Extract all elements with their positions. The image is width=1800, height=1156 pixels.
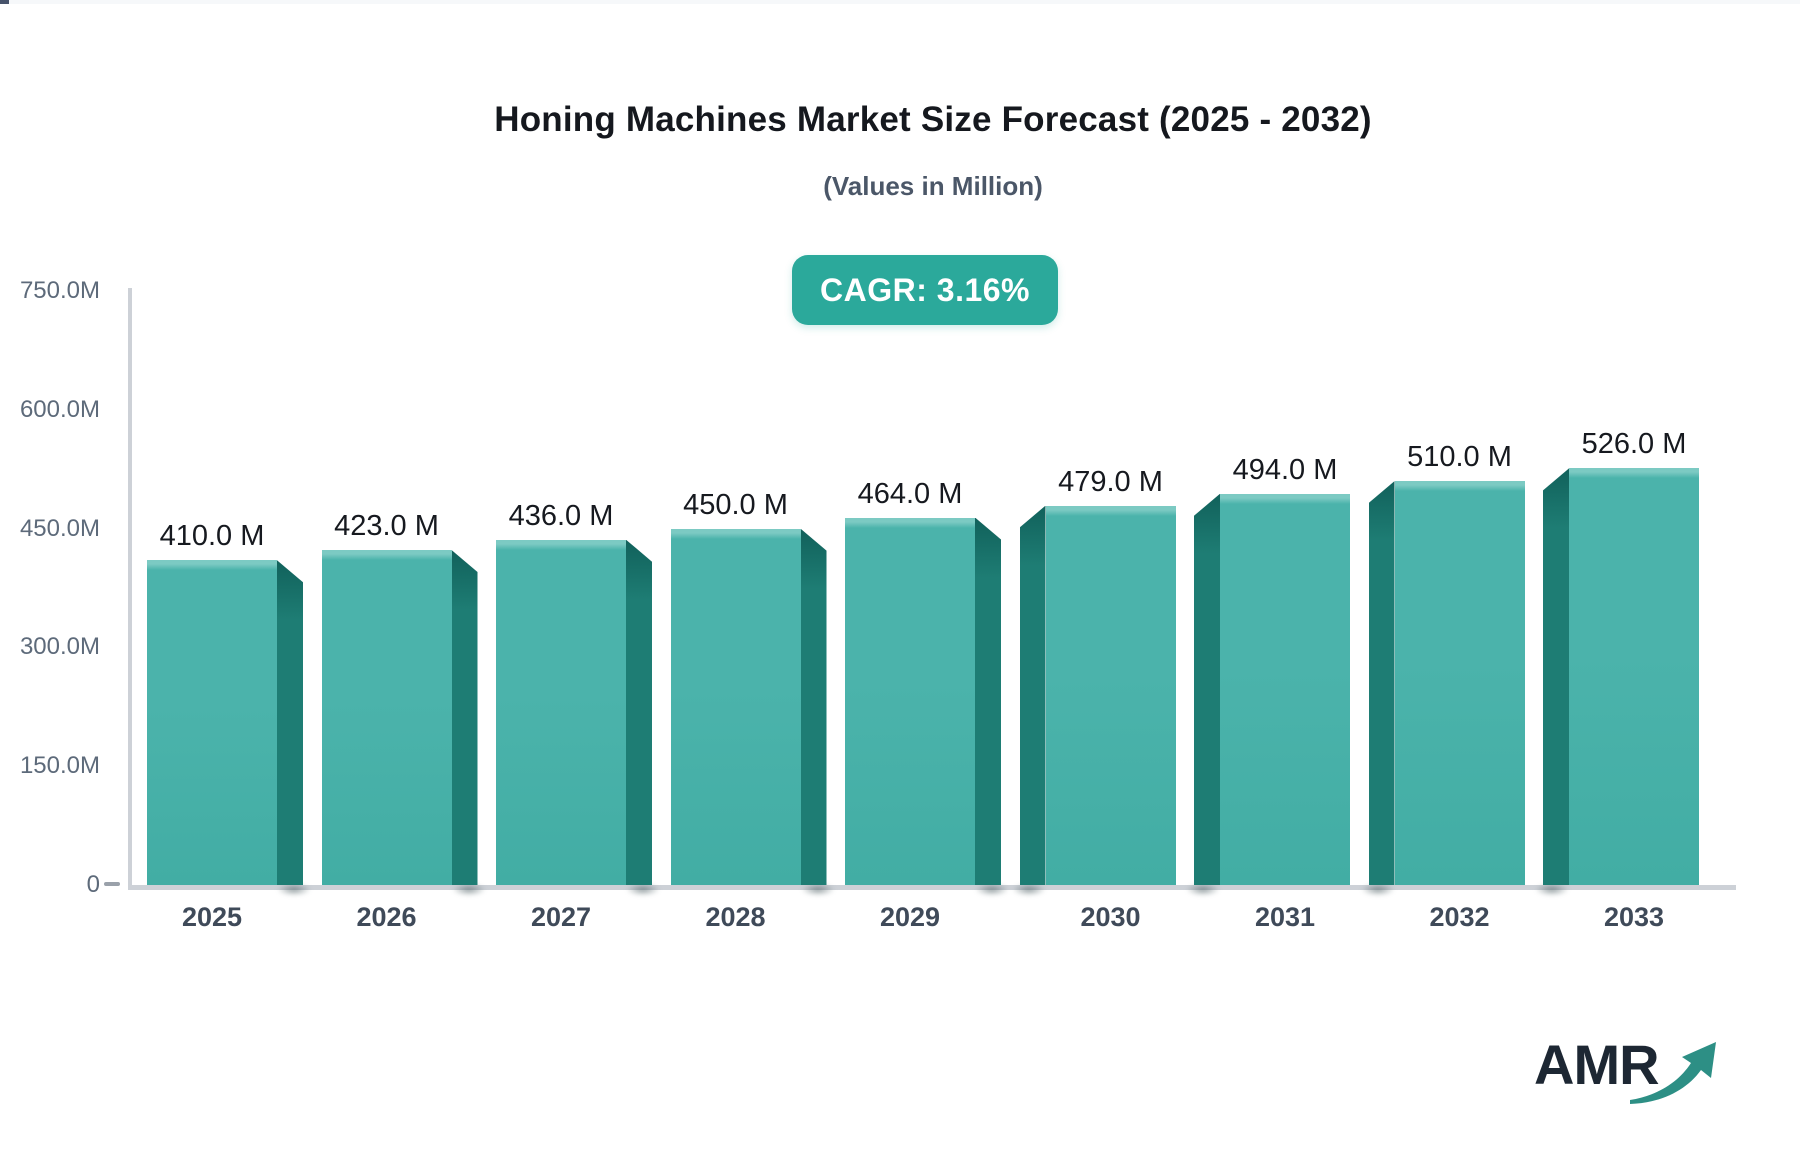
- y-tick-label-300.0M: 300.0M: [19, 633, 100, 661]
- y-tick-label-0: 0: [86, 871, 100, 898]
- bar-side-2026: [451, 549, 478, 885]
- zero-tick-mark: [104, 882, 120, 886]
- chart-title: Honing Machines Market Size Forecast (20…: [494, 100, 1372, 139]
- bar-shadow-2031: [1186, 883, 1220, 896]
- bar-2029: [845, 517, 975, 885]
- x-tick-2030: 2030: [1080, 902, 1141, 932]
- y-tick-label-450.0M: 450.0M: [19, 514, 100, 542]
- bar-shadow-2033: [1535, 883, 1569, 896]
- x-tick-2028: 2028: [705, 902, 766, 932]
- trend-up-arrow-icon: [1630, 1042, 1716, 1104]
- bar-value-label-2028: 450.0 M: [683, 488, 788, 521]
- amr-logo: AMR: [1534, 1036, 1724, 1116]
- top-corner-sliver: [0, 0, 9, 4]
- top-hairline: [0, 0, 1800, 4]
- bar-side-2027: [626, 539, 652, 885]
- bar-value-label-2027: 436.0 M: [508, 499, 614, 532]
- bar-2032: [1394, 481, 1525, 885]
- bar-value-label-2025: 410.0 M: [159, 520, 265, 553]
- bar-side-2032: [1368, 481, 1395, 885]
- bar-shadow-2032: [1360, 883, 1395, 896]
- bar-side-2028: [800, 528, 827, 885]
- bar-shadow-2026: [451, 883, 486, 896]
- x-tick-2033: 2033: [1603, 902, 1665, 932]
- x-axis-line: [128, 885, 1736, 890]
- bar-value-label-2030: 479.0 M: [1058, 465, 1163, 498]
- bar-2030: [1045, 505, 1176, 885]
- bar-value-label-2031: 494.0 M: [1232, 453, 1338, 486]
- x-tick-2032: 2032: [1429, 902, 1490, 932]
- bar-shadow-2028: [800, 883, 835, 896]
- x-tick-2025: 2025: [181, 902, 243, 932]
- bar-2025: [147, 560, 277, 885]
- bar-value-label-2033: 526.0 M: [1581, 428, 1687, 461]
- bar-2027: [496, 539, 626, 885]
- x-tick-2031: 2031: [1254, 902, 1316, 932]
- bar-2028: [670, 528, 801, 885]
- bar-shadow-2025: [277, 883, 311, 896]
- bar-2031: [1220, 493, 1350, 885]
- y-tick-label-600.0M: 600.0M: [19, 395, 100, 423]
- bar-side-2030: [1019, 505, 1046, 885]
- bar-value-label-2026: 423.0 M: [334, 509, 439, 542]
- y-axis-line: [128, 288, 132, 890]
- x-tick-2026: 2026: [356, 902, 417, 932]
- amr-logo-text: AMR: [1534, 1033, 1660, 1096]
- bar-shadow-2027: [626, 883, 660, 896]
- bar-value-label-2032: 510.0 M: [1407, 441, 1512, 474]
- bar-side-2033: [1543, 468, 1569, 885]
- bar-side-2029: [975, 517, 1001, 885]
- y-tick-label-150.0M: 150.0M: [19, 752, 100, 780]
- y-tick-label-750.0M: 750.0M: [19, 277, 100, 304]
- bar-side-2031: [1194, 493, 1220, 885]
- bar-2026: [321, 549, 452, 885]
- bar-2033: [1569, 468, 1699, 885]
- bar-shadow-2030: [1011, 883, 1046, 896]
- x-tick-2029: 2029: [879, 902, 941, 932]
- bar-side-2025: [277, 560, 303, 885]
- cagr-badge: CAGR: 3.16%: [792, 255, 1058, 325]
- x-tick-2027: 2027: [530, 902, 592, 932]
- bar-shadow-2029: [975, 883, 1009, 896]
- bar-value-label-2029: 464.0 M: [857, 477, 963, 510]
- chart-subtitle: (Values in Million): [823, 171, 1043, 201]
